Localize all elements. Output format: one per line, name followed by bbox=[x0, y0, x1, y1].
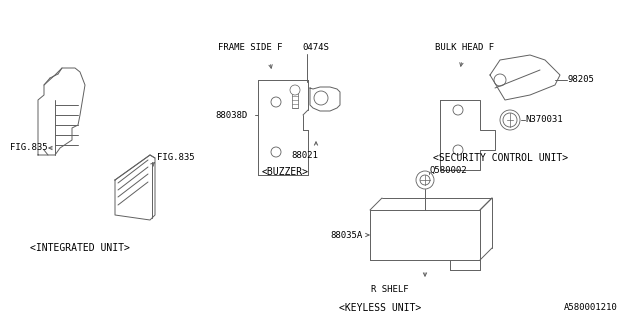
Text: 98205: 98205 bbox=[567, 76, 594, 84]
Text: N370031: N370031 bbox=[525, 116, 563, 124]
Circle shape bbox=[494, 74, 506, 86]
Text: 88035A: 88035A bbox=[330, 230, 362, 239]
Circle shape bbox=[314, 91, 328, 105]
Text: FRAME SIDE F: FRAME SIDE F bbox=[218, 44, 282, 52]
Circle shape bbox=[290, 85, 300, 95]
Text: Q580002: Q580002 bbox=[430, 165, 468, 174]
Text: FIG.835: FIG.835 bbox=[157, 153, 195, 162]
Circle shape bbox=[271, 147, 281, 157]
Text: R SHELF: R SHELF bbox=[371, 285, 409, 294]
Text: 88021: 88021 bbox=[292, 150, 319, 159]
Text: <KEYLESS UNIT>: <KEYLESS UNIT> bbox=[339, 303, 421, 313]
Circle shape bbox=[453, 145, 463, 155]
Circle shape bbox=[453, 105, 463, 115]
Text: 0474S: 0474S bbox=[302, 44, 329, 52]
Text: <INTEGRATED UNIT>: <INTEGRATED UNIT> bbox=[30, 243, 130, 253]
Text: A580001210: A580001210 bbox=[564, 303, 618, 313]
Text: FIG.835: FIG.835 bbox=[10, 143, 47, 153]
Circle shape bbox=[503, 113, 517, 127]
Text: <SECURITY CONTROL UNIT>: <SECURITY CONTROL UNIT> bbox=[433, 153, 568, 163]
Text: <BUZZER>: <BUZZER> bbox=[262, 167, 308, 177]
Bar bbox=[292, 88, 298, 108]
Circle shape bbox=[420, 175, 430, 185]
Circle shape bbox=[271, 97, 281, 107]
Text: 88038D: 88038D bbox=[215, 110, 247, 119]
Text: BULK HEAD F: BULK HEAD F bbox=[435, 44, 494, 52]
